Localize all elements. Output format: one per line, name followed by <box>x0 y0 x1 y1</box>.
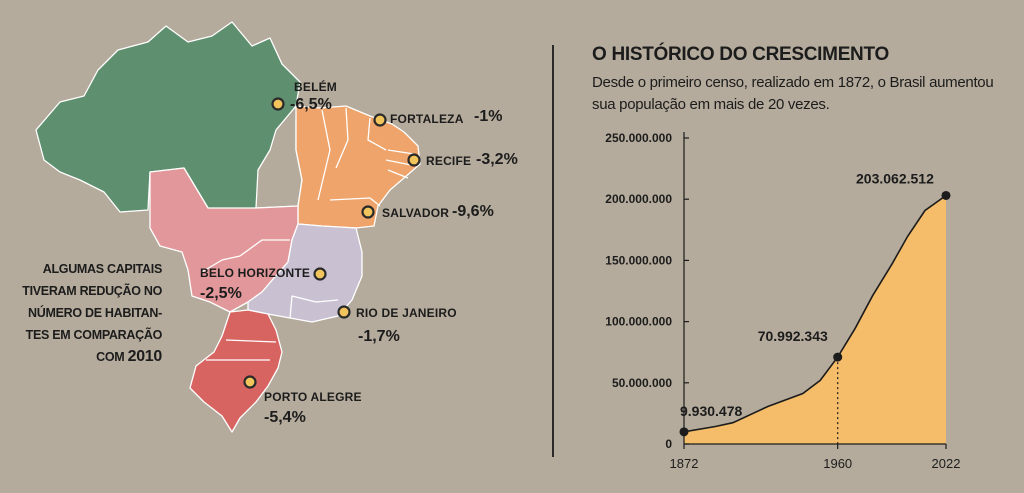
city-markers <box>243 97 421 389</box>
map-note-line-4: TES EM COMPARAÇÃO <box>25 328 163 342</box>
city-label-porto-alegre: PORTO ALEGRE <box>264 390 362 404</box>
x-tick-label: 1872 <box>670 456 699 471</box>
chart-title: O HISTÓRICO DO CRESCIMENTO <box>592 44 889 65</box>
city-value-rio-de-janeiro: -1,7% <box>358 328 400 345</box>
city-label-salvador: SALVADOR <box>382 206 450 220</box>
annotation-point <box>679 427 689 437</box>
border-mato-grosso <box>239 239 290 257</box>
chart-subtitle: Desde o primeiro censo, realizado em 187… <box>592 74 994 113</box>
city-value-belem: -6,5% <box>290 96 332 113</box>
city-label-recife: RECIFE <box>426 154 472 168</box>
map-note-prefix: COM <box>96 350 125 364</box>
annotation-label: 9.930.478 <box>680 403 742 419</box>
panel-divider <box>552 45 554 457</box>
city-label-belo-horizonte: BELO HORIZONTE <box>200 266 311 280</box>
city-value-fortaleza: -1% <box>474 108 503 125</box>
map-note-line-5: COM 2010 <box>14 346 162 368</box>
city-marker-belo-horizonte <box>313 267 327 281</box>
city-value-porto-alegre: -5,4% <box>264 409 306 426</box>
y-tick-label: 0 <box>665 437 672 451</box>
city-marker-belem <box>271 97 285 111</box>
population-area-chart: 0 50.000.000 100.000.000 150.000.000 200.000… <box>605 131 961 471</box>
map-panel: ALGUMAS CAPITAIS TIVERAM REDUÇÃO NO NÚME… <box>14 21 518 433</box>
region-south <box>189 309 283 433</box>
y-tick-label: 250.000.000 <box>605 131 672 145</box>
x-tick-label: 2022 <box>932 456 961 471</box>
map-note-line-1: ALGUMAS CAPITAIS <box>42 262 163 276</box>
border-parana <box>225 339 277 343</box>
annotation-point <box>941 190 951 200</box>
city-marker-rio-de-janeiro <box>337 305 351 319</box>
city-value-belo-horizonte: -2,5% <box>200 285 242 302</box>
map-note-year: 2010 <box>127 348 163 365</box>
y-tick-label: 150.000.000 <box>605 253 672 267</box>
border-mato-grosso-do-sul <box>201 255 241 273</box>
city-marker-recife <box>407 153 421 167</box>
border-sao-paulo <box>289 295 339 319</box>
y-tick-label: 50.000.000 <box>612 376 672 390</box>
city-label-rio-de-janeiro: RIO DE JANEIRO <box>356 306 457 320</box>
map-note-line-2: TIVERAM REDUÇÃO NO <box>22 284 162 298</box>
city-marker-salvador <box>361 205 375 219</box>
annotation-label: 203.062.512 <box>856 170 934 186</box>
city-marker-porto-alegre <box>243 375 257 389</box>
y-tick-label: 200.000.000 <box>605 192 672 206</box>
annotation-point <box>833 352 843 362</box>
city-label-belem: BELÉM <box>294 80 337 94</box>
region-north <box>35 21 301 213</box>
y-tick-label: 100.000.000 <box>605 315 672 329</box>
population-area <box>684 195 946 444</box>
brazil-map <box>35 21 421 433</box>
city-value-recife: -3,2% <box>476 151 518 168</box>
annotation-label: 70.992.343 <box>758 328 828 344</box>
city-label-fortaleza: FORTALEZA <box>390 112 464 126</box>
chart-panel: O HISTÓRICO DO CRESCIMENTO Desde o prime… <box>560 0 1024 493</box>
map-note-line-3: NÚMERO DE HABITAN- <box>28 306 162 320</box>
city-marker-fortaleza <box>373 113 387 127</box>
northeast-state-borders <box>317 107 417 207</box>
x-tick-label: 1960 <box>823 456 852 471</box>
map-note: ALGUMAS CAPITAIS TIVERAM REDUÇÃO NO NÚME… <box>14 258 162 368</box>
city-value-salvador: -9,6% <box>452 203 494 220</box>
